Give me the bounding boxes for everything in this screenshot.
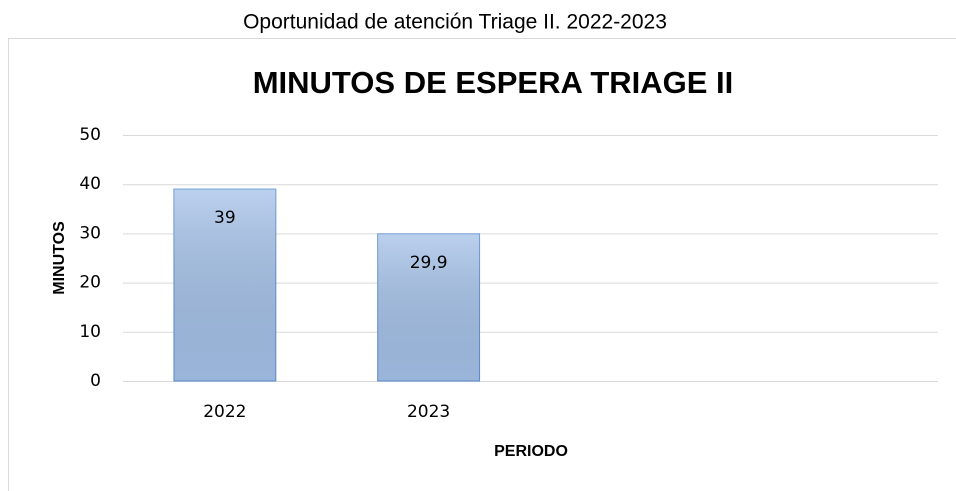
y-tick-label: 20 <box>79 273 101 293</box>
y-tick-label: 10 <box>79 322 101 342</box>
x-tick-label: 2023 <box>407 402 450 422</box>
data-label: 39 <box>214 208 236 228</box>
caption: Oportunidad de atención Triage II. 2022-… <box>243 11 667 34</box>
data-label: 29,9 <box>410 253 448 273</box>
y-tick-label: 30 <box>79 223 101 243</box>
bar-shade <box>173 189 276 381</box>
x-axis-label: PERIODO <box>494 443 568 460</box>
y-axis-label: MINUTOS <box>51 221 68 295</box>
y-tick-label: 40 <box>79 174 101 194</box>
y-tick-label: 0 <box>90 371 101 391</box>
bar-shade <box>377 233 480 381</box>
chart-title: MINUTOS DE ESPERA TRIAGE II <box>253 65 734 100</box>
y-tick-label: 50 <box>79 125 101 145</box>
x-tick-label: 2022 <box>203 402 246 422</box>
